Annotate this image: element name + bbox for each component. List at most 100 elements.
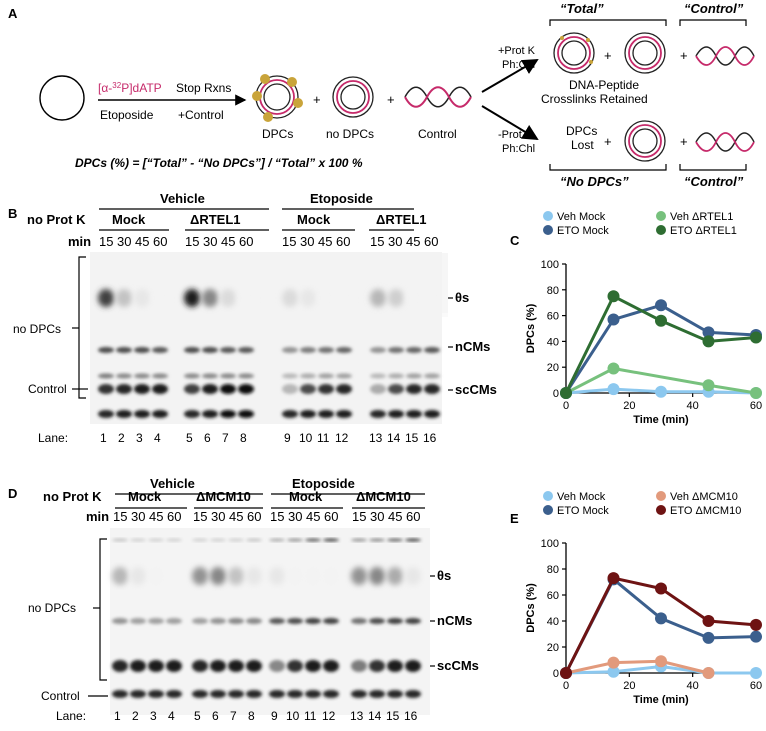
panel-label-b: B <box>8 206 17 221</box>
time-label: 15 <box>352 509 366 524</box>
gel-band <box>318 289 334 307</box>
time-label: 30 <box>117 234 131 249</box>
gel-band <box>210 618 226 624</box>
theta-band-label: θs <box>455 290 469 305</box>
gel-d-bands <box>112 538 421 698</box>
gel-band <box>387 567 403 585</box>
lane-number: 14 <box>368 709 382 723</box>
gel-band <box>405 538 421 542</box>
gel-band <box>305 538 321 542</box>
group-label: Mock <box>112 212 146 227</box>
min-label: min <box>86 509 109 524</box>
gel-band <box>318 384 334 394</box>
gel-band <box>246 618 262 624</box>
gel-band <box>300 289 316 307</box>
gel-band <box>370 289 386 307</box>
lane-number: 11 <box>304 709 317 723</box>
gel-band <box>387 538 403 542</box>
legend-swatch <box>656 505 666 515</box>
legend-label: ETO ΔRTEL1 <box>670 225 737 237</box>
plus-sign: + <box>604 48 612 63</box>
gel-band <box>287 660 303 672</box>
gel-band <box>98 373 114 379</box>
panel-label-a: A <box>8 6 18 21</box>
lane-label: Lane: <box>56 709 86 723</box>
gel-band <box>305 690 321 698</box>
legend-swatch <box>543 225 553 235</box>
no-dpcs-footer: “No DPCs” <box>560 174 629 189</box>
gel-band <box>305 660 321 672</box>
data-point <box>560 387 572 399</box>
gel-band <box>148 660 164 672</box>
gel-band <box>116 410 132 418</box>
gel-band <box>134 410 150 418</box>
gel-band <box>305 567 321 585</box>
gel-band <box>228 690 244 698</box>
gel-band <box>166 538 182 542</box>
gel-band <box>269 538 285 542</box>
gel-band <box>210 660 226 672</box>
lane-number: 7 <box>230 709 237 723</box>
bottom-branch-arrow <box>481 105 539 141</box>
legend-label: ETO ΔMCM10 <box>670 505 741 517</box>
data-point <box>607 313 620 326</box>
gel-band <box>130 660 146 672</box>
gel-band <box>148 690 164 698</box>
legend-label: Veh Mock <box>557 211 606 223</box>
gel-band <box>202 347 218 353</box>
x-axis-label: Time (min) <box>633 694 689 706</box>
y-tick-label: 100 <box>541 538 559 550</box>
control-bracket-top <box>679 19 747 26</box>
gel-band <box>152 289 168 307</box>
gel-band <box>282 289 298 307</box>
gel-band <box>98 384 114 394</box>
gel-band <box>369 660 385 672</box>
gel-band <box>166 660 182 672</box>
chart-e: Veh Mock Veh ΔMCM10 ETO Mock ETO ΔMCM10 0 20 4… <box>525 491 762 706</box>
plasmid-circle <box>39 75 85 121</box>
time-label: 60 <box>247 509 261 524</box>
lane-number: 5 <box>194 709 201 723</box>
gel-band <box>387 690 403 698</box>
total-bracket <box>549 19 667 26</box>
top-branch-label-2: Ph:Chl <box>502 59 535 71</box>
gel-band <box>246 690 262 698</box>
theta-band-label: θs <box>437 568 451 583</box>
data-point <box>750 667 762 679</box>
gel-band <box>184 384 200 394</box>
data-point <box>607 290 620 303</box>
etoposide-label: Etoposide <box>292 476 355 491</box>
time-label: 30 <box>131 509 145 524</box>
gel-d-time-labels: 15 30 45 60 15 30 45 60 15 30 45 60 15 3… <box>113 509 420 524</box>
gel-d-header: D Vehicle Etoposide no Prot K Mock ΔMCM1… <box>8 476 425 524</box>
gel-band <box>116 347 132 353</box>
gel-band <box>323 690 339 698</box>
gel-band <box>184 289 200 307</box>
data-point <box>607 656 620 669</box>
x-tick-label: 40 <box>687 400 699 412</box>
gel-band <box>238 384 254 394</box>
gel-band <box>148 618 164 624</box>
gel-band <box>336 289 352 307</box>
lane-number: 1 <box>114 709 121 723</box>
gel-band <box>388 373 404 379</box>
control-footer: “Control” <box>684 174 744 189</box>
gel-band <box>238 347 254 353</box>
data-point <box>702 379 715 392</box>
data-point <box>607 362 620 375</box>
gel-band <box>388 347 404 353</box>
lane-number: 4 <box>154 431 161 445</box>
lane-number: 9 <box>271 709 278 723</box>
time-label: 30 <box>300 234 314 249</box>
lane-number: 3 <box>136 431 143 445</box>
gel-band <box>134 347 150 353</box>
panel-label-c: C <box>510 233 520 248</box>
legend-label: ETO Mock <box>557 225 609 237</box>
gel-band <box>134 289 150 307</box>
gel-band <box>192 618 208 624</box>
time-label: 45 <box>221 234 235 249</box>
gel-band <box>192 567 208 585</box>
gel-band <box>202 410 218 418</box>
panel-label-e: E <box>510 511 519 526</box>
